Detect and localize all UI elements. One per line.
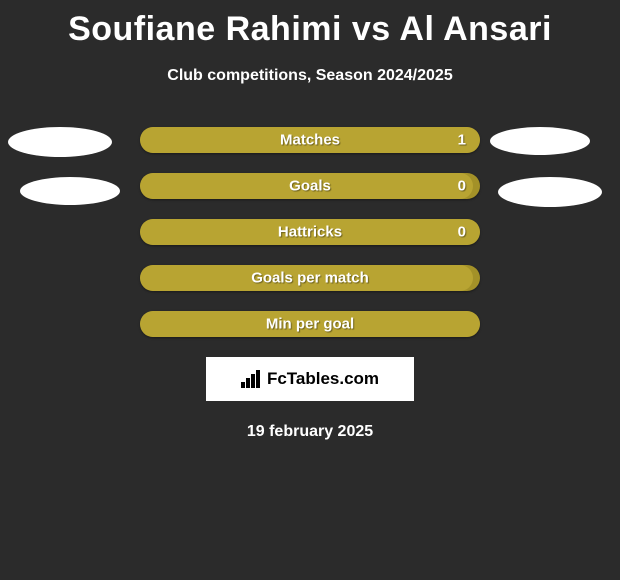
comparison-chart: Matches1Goals0Hattricks0Goals per matchM… bbox=[0, 127, 620, 337]
stat-row-label: Goals bbox=[140, 178, 480, 195]
stat-row-value: 0 bbox=[458, 224, 466, 241]
logo-text: FcTables.com bbox=[241, 369, 379, 389]
player-left-ellipse-1 bbox=[8, 127, 112, 157]
date-text: 19 february 2025 bbox=[0, 423, 620, 441]
stat-row-value: 1 bbox=[458, 132, 466, 149]
page-title: Soufiane Rahimi vs Al Ansari bbox=[0, 0, 620, 49]
stat-row: Min per goal bbox=[140, 311, 480, 337]
bar-chart-icon bbox=[241, 370, 263, 388]
stat-rows: Matches1Goals0Hattricks0Goals per matchM… bbox=[0, 127, 620, 337]
stat-row-label: Goals per match bbox=[140, 270, 480, 287]
stat-row-label: Hattricks bbox=[140, 224, 480, 241]
logo-label: FcTables.com bbox=[267, 369, 379, 389]
player-right-ellipse-2 bbox=[498, 177, 602, 207]
stat-row-label: Min per goal bbox=[140, 316, 480, 333]
stat-row: Goals0 bbox=[140, 173, 480, 199]
stat-row-label: Matches bbox=[140, 132, 480, 149]
player-right-ellipse-1 bbox=[490, 127, 590, 155]
stat-row: Hattricks0 bbox=[140, 219, 480, 245]
fctables-logo: FcTables.com bbox=[206, 357, 414, 401]
player-left-ellipse-2 bbox=[20, 177, 120, 205]
stat-row: Goals per match bbox=[140, 265, 480, 291]
stat-row-value: 0 bbox=[458, 178, 466, 195]
subtitle: Club competitions, Season 2024/2025 bbox=[0, 67, 620, 85]
stat-row: Matches1 bbox=[140, 127, 480, 153]
